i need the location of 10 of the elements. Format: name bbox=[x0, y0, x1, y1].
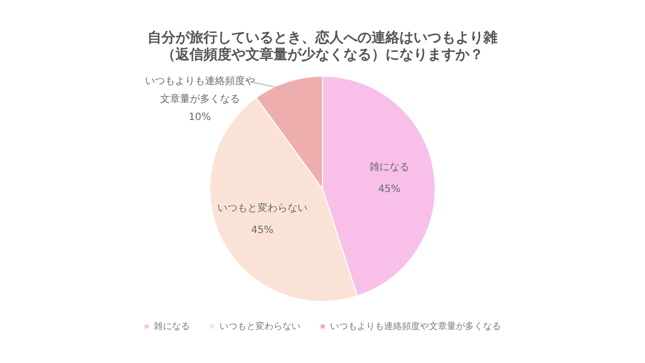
slice-label: いつもと変わらない bbox=[217, 202, 308, 214]
data-label: 45% bbox=[378, 184, 400, 195]
data-label: 45% bbox=[251, 225, 274, 236]
chart-title: 自分が旅行しているとき、恋人への連絡はいつもより雑（返信頻度や文章量が少なくなる）になりますか？ bbox=[148, 29, 498, 63]
slice-label: いつもよりも連絡頻度や文章量が多くなる bbox=[144, 74, 255, 108]
legend-label: いつもと変わらない bbox=[219, 320, 300, 332]
legend-label: 雑になる bbox=[154, 320, 190, 332]
slice-label: 雑になる bbox=[369, 160, 410, 173]
data-label: 10% bbox=[188, 111, 212, 126]
legend-label: いつもよりも連絡頻度や文章量が多くなる bbox=[330, 320, 501, 332]
